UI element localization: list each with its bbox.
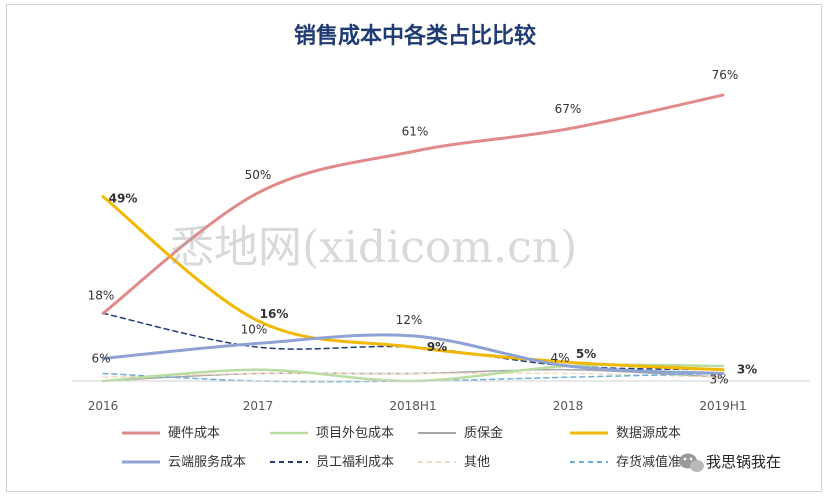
chart-title: 销售成本中各类占比比较 — [293, 24, 536, 49]
x-tick-label: 2016 — [88, 399, 119, 413]
wechat-mark: 我思锅我在 — [679, 453, 781, 472]
series-1-data-label: 61% — [402, 124, 429, 138]
legend-label: 云端服务成本 — [168, 454, 246, 470]
legend-label: 硬件成本 — [168, 426, 220, 441]
chart-frame — [6, 4, 822, 492]
legend-item: 项目外包成本 — [270, 426, 394, 441]
legend-item: 数据源成本 — [570, 426, 681, 441]
x-tick-label: 2017 — [243, 399, 274, 413]
series-5-data-label: 6% — [91, 351, 110, 365]
series-5-line — [101, 333, 725, 375]
x-tick-label: 2019H1 — [699, 399, 746, 413]
x-tick-labels: 2016 2017 2018H1 2018 2019H1 — [88, 399, 747, 413]
x-tick-label: 2018H1 — [389, 399, 436, 413]
wechat-logo-icon — [679, 453, 704, 472]
legend-item: 其他 — [418, 455, 490, 470]
legend-label: 存货减值准备 — [616, 454, 694, 470]
series-1-data-label: 50% — [245, 168, 272, 182]
series-1-data-label: 18% — [88, 288, 115, 302]
series-5-data-label: 3% — [709, 372, 728, 386]
series-4-data-label: 49% — [109, 192, 138, 206]
x-tick-label: 2018 — [553, 399, 584, 413]
series-7-line — [102, 372, 724, 378]
legend-item: 云端服务成本 — [122, 454, 246, 470]
series-5-data-label: 10% — [241, 322, 268, 336]
legend-label: 数据源成本 — [616, 426, 681, 441]
series-6-line — [102, 312, 724, 371]
legend-label: 质保金 — [464, 425, 503, 441]
series-1-data-label: 67% — [555, 102, 582, 116]
legend-label: 其他 — [464, 455, 490, 470]
legend-item: 质保金 — [418, 425, 503, 441]
wechat-account-name: 我思锅我在 — [706, 453, 781, 471]
series-4-line — [101, 195, 725, 372]
legend-label: 项目外包成本 — [316, 426, 394, 441]
series-4-data-label: 16% — [260, 307, 289, 321]
data-labels: 18% 50% 61% 67% 76% 49% 16% 9% 5% 3% 6% 10% 12% 4% 3% — [88, 68, 758, 386]
series-4-data-label: 9% — [427, 340, 447, 354]
legend-item: 硬件成本 — [122, 426, 220, 441]
series-4-data-label: 5% — [576, 347, 596, 361]
series-1-data-label: 76% — [712, 68, 739, 82]
series-5-data-label: 4% — [550, 351, 569, 365]
legend-item: 员工福利成本 — [270, 455, 394, 470]
watermark-text: 悉地网(xidicom.cn) — [170, 222, 577, 273]
series-5-data-label: 12% — [396, 313, 423, 327]
legend-item: 存货减值准备 — [570, 454, 694, 470]
legend-label: 员工福利成本 — [316, 455, 394, 470]
series-1-line — [101, 93, 725, 315]
series-4-data-label: 3% — [737, 363, 757, 377]
